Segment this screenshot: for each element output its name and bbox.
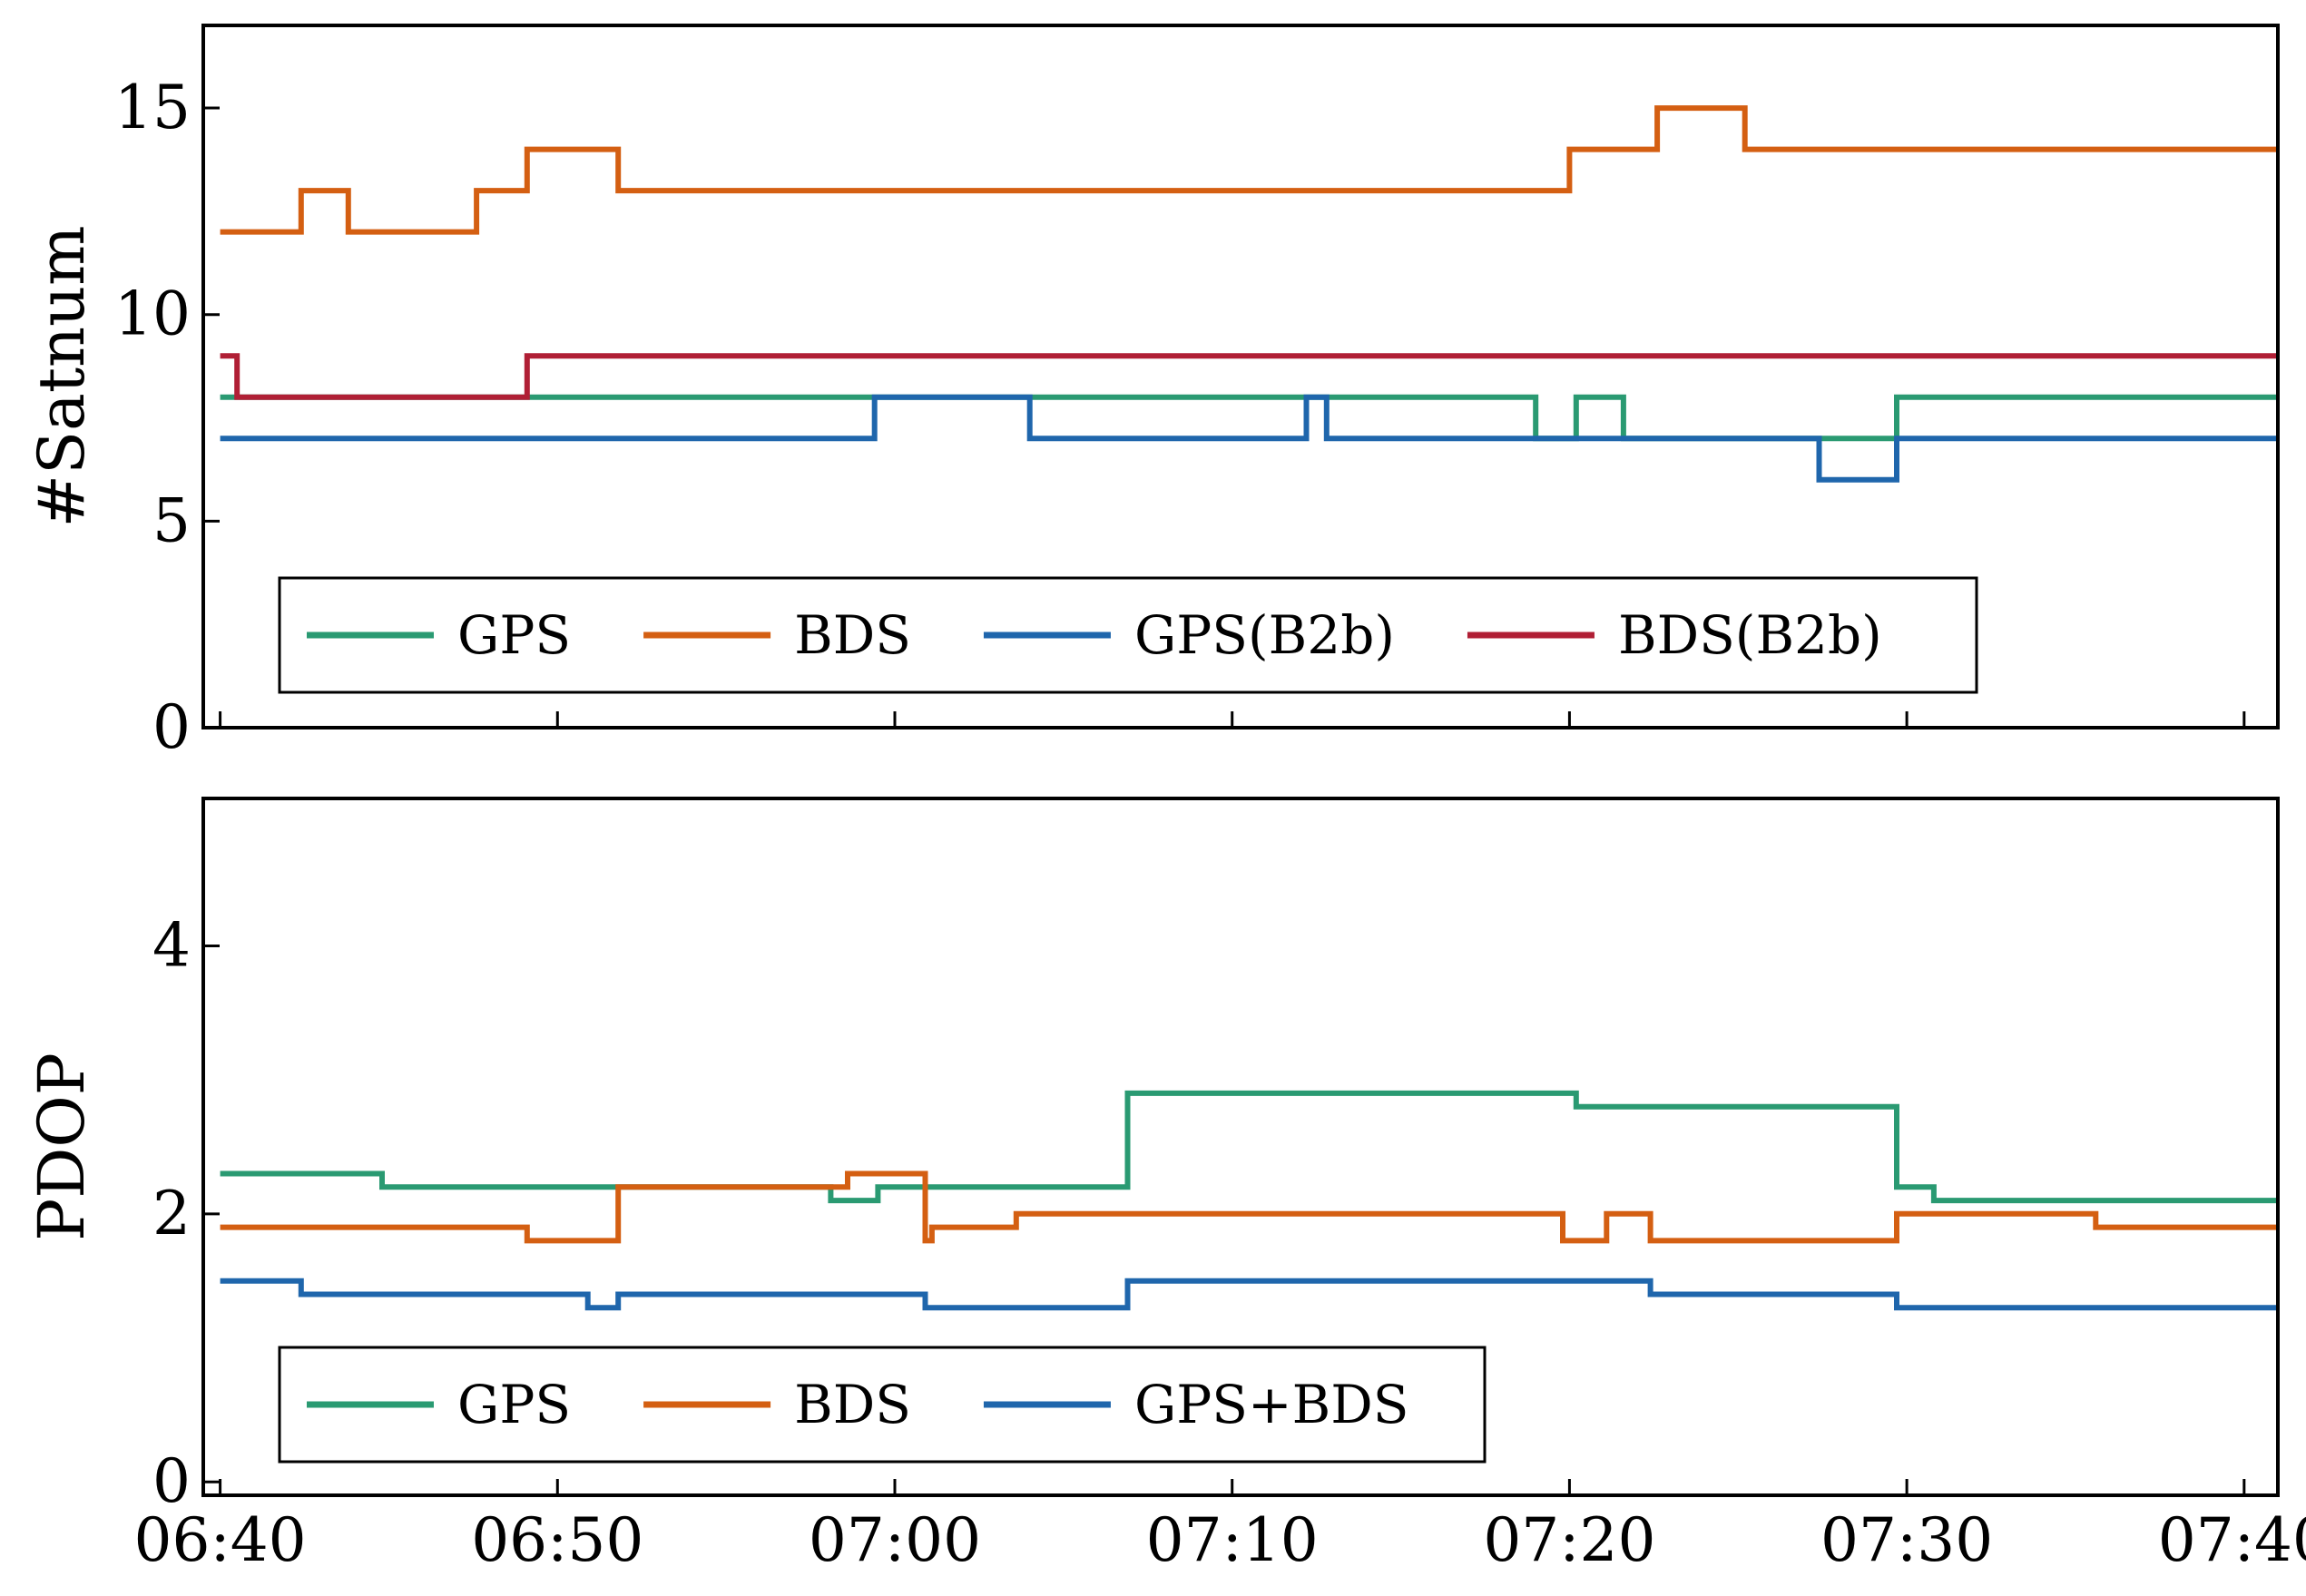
legend-label-bds: BDS	[794, 604, 911, 666]
y-tick-label: 15	[114, 73, 191, 142]
legend: GPS BDS GPS+BDS	[278, 1346, 1487, 1464]
y-tick-label: 2	[152, 1179, 191, 1248]
pdop-panel: 06:40 06:50 07:00 07:10 07:20 07:30 07:40 0 2 4 PD…	[25, 797, 2306, 1575]
legend-box	[278, 1346, 1487, 1464]
y-axis-title: PDOP	[25, 1053, 99, 1241]
legend-label-gps-bds: GPS+BDS	[1134, 1374, 1409, 1435]
legend-box	[278, 576, 1978, 694]
legend: GPS BDS GPS(B2b) BDS(B2b)	[278, 576, 1978, 694]
series-group	[220, 1090, 2278, 1311]
y-tick-label: 0	[152, 692, 191, 762]
x-tick-label: 06:40	[133, 1505, 306, 1575]
x-tick-label: 06:50	[471, 1505, 643, 1575]
y-tick-label: 10	[114, 279, 191, 349]
series-line-gps	[220, 1090, 2278, 1204]
satnum-panel: 0 5 10 15 #Satnum GPS BDS GPS(B2b) BDS(B2b)	[25, 24, 2280, 762]
series-line-gps-b2b	[220, 394, 2278, 483]
legend-label-bds: BDS	[794, 1374, 911, 1435]
x-tick-label: 07:40	[2158, 1505, 2306, 1575]
y-tick-label: 5	[152, 485, 191, 555]
plot-frame	[201, 797, 2280, 1497]
x-tick-label: 07:00	[809, 1505, 981, 1575]
series-line-bds-b2b	[220, 353, 2278, 400]
plot-frame	[201, 24, 2280, 729]
legend-label-gps: GPS	[457, 1374, 571, 1435]
series-group	[220, 105, 2278, 483]
y-tick-label: 0	[152, 1446, 191, 1516]
series-line-bds	[220, 1170, 2278, 1244]
legend-label-gps-b2b: GPS(B2b)	[1134, 604, 1395, 666]
x-tick-label: 07:20	[1483, 1505, 1655, 1575]
x-tick-label: 07:10	[1146, 1505, 1319, 1575]
series-line-gps-bds	[220, 1278, 2278, 1311]
legend-label-gps: GPS	[457, 604, 571, 666]
y-axis-title: #Satnum	[25, 225, 99, 527]
legend-label-bds-b2b: BDS(B2b)	[1618, 604, 1882, 666]
series-line-bds	[220, 105, 2278, 235]
y-tick-label: 4	[152, 910, 191, 980]
series-line-gps	[220, 394, 2278, 442]
x-tick-label: 07:30	[1820, 1505, 1993, 1575]
